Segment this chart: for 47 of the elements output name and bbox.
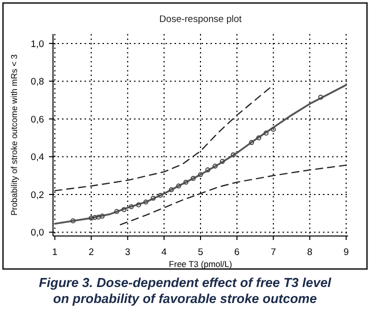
caption: Figure 3. Dose-dependent effect of free T3 level on probability of favorable stroke outcome [38,275,332,306]
point [143,200,148,205]
point [248,140,254,146]
x-tick-label: 5 [198,247,204,258]
point [220,158,225,164]
point [88,216,94,221]
x-tick-label: 8 [307,247,312,258]
x-tick-label: 6 [234,247,240,258]
line-series [120,164,347,226]
chart-title: Dose-response plot [159,14,242,25]
x-tick-label: 2 [88,247,94,258]
point [264,130,269,136]
point [176,183,182,188]
point [256,135,262,140]
y-tick-label: 0,2 [30,190,44,201]
x-tick-label: 9 [344,247,349,258]
line-series [54,84,348,225]
point [270,126,276,132]
point [92,215,98,220]
point [96,214,102,220]
y-tick-label: 0,4 [30,152,44,164]
x-tick-label: 7 [270,247,276,258]
point [318,94,324,100]
point [168,187,174,192]
point [198,172,203,178]
x-tick-label: 3 [125,247,130,258]
point [150,196,156,201]
point [212,164,218,169]
y-tick-label: 1,0 [30,38,44,50]
y-axis-title: Probability of stroke outcome with mRs < 3 [9,54,19,216]
y-tick-label: 0,0 [30,228,44,239]
x-axis-title: Free T3 (pmol/L) [168,259,232,269]
x-tick-label: 1 [52,247,58,258]
point [158,192,163,198]
point [230,152,236,158]
x-tick-label: 4 [161,247,167,258]
point [122,207,127,212]
y-tick-label: 0,8 [30,76,44,88]
point [190,176,196,181]
point [128,204,134,210]
point [136,202,142,208]
y-tick-label: 0,6 [30,114,44,126]
point [100,214,105,219]
point [70,218,76,224]
point [183,180,188,185]
point [205,167,210,172]
point [114,208,120,214]
